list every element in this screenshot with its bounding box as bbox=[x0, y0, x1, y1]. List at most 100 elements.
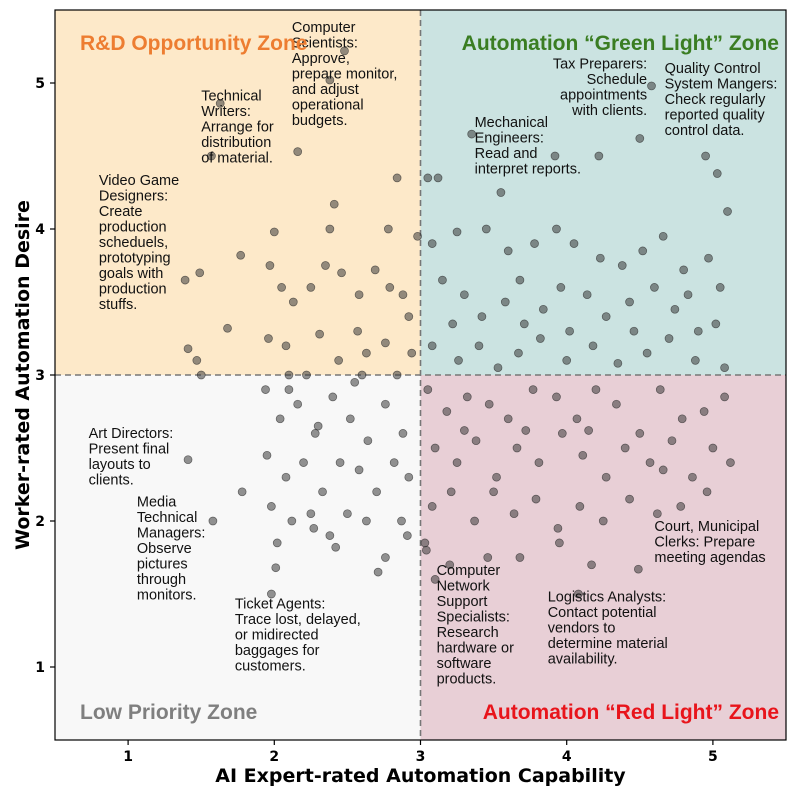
zone-title-bottom-right: Automation “Red Light” Zone bbox=[483, 701, 779, 724]
data-point bbox=[448, 319, 458, 329]
data-point bbox=[423, 385, 433, 394]
data-point bbox=[555, 538, 564, 548]
data-point bbox=[354, 290, 364, 300]
data-point bbox=[467, 129, 477, 139]
data-point bbox=[306, 509, 316, 519]
data-point bbox=[652, 509, 662, 519]
data-point bbox=[196, 370, 206, 380]
data-point bbox=[481, 224, 491, 234]
data-point bbox=[515, 553, 525, 562]
data-point bbox=[215, 99, 225, 108]
data-point bbox=[195, 268, 205, 278]
data-point bbox=[265, 261, 275, 270]
data-point bbox=[704, 253, 713, 263]
x-tick-label: 4 bbox=[562, 749, 572, 765]
annotation-label: Ticket Agents: Trace lost, delayed, or mid… bbox=[235, 597, 361, 675]
data-point bbox=[271, 563, 281, 573]
data-point bbox=[477, 312, 487, 321]
data-point bbox=[183, 455, 193, 465]
x-tick-label: 3 bbox=[416, 749, 426, 765]
data-point bbox=[565, 326, 574, 336]
data-point bbox=[331, 542, 341, 552]
data-point bbox=[496, 188, 506, 197]
data-point bbox=[575, 502, 585, 511]
data-point bbox=[509, 509, 519, 519]
data-point bbox=[484, 399, 494, 409]
data-point bbox=[538, 304, 548, 314]
data-point bbox=[423, 173, 433, 183]
data-point bbox=[574, 589, 583, 599]
data-point bbox=[306, 283, 316, 292]
zone-bottom-left bbox=[55, 375, 421, 740]
data-point bbox=[281, 341, 291, 351]
zone-backgrounds bbox=[55, 10, 786, 740]
data-point bbox=[582, 290, 592, 300]
data-point bbox=[427, 341, 437, 351]
data-point bbox=[287, 516, 297, 526]
data-point bbox=[658, 465, 668, 475]
data-point bbox=[404, 472, 414, 482]
data-point bbox=[430, 575, 440, 584]
data-point bbox=[664, 334, 674, 343]
data-point bbox=[335, 458, 345, 467]
data-point bbox=[392, 370, 402, 380]
annotation-label: Mechanical Engineers: Read and interpret re… bbox=[475, 115, 581, 178]
data-point bbox=[514, 348, 523, 358]
data-point bbox=[452, 458, 462, 467]
data-point bbox=[343, 509, 352, 519]
data-point bbox=[588, 341, 598, 351]
data-point bbox=[318, 487, 327, 497]
data-point bbox=[503, 414, 513, 424]
data-point bbox=[372, 487, 381, 497]
data-point bbox=[587, 560, 596, 570]
data-point bbox=[572, 414, 582, 424]
y-tick-label: 4 bbox=[35, 222, 45, 238]
data-point bbox=[381, 338, 390, 348]
data-point bbox=[712, 169, 722, 178]
data-point bbox=[556, 283, 566, 292]
data-point bbox=[354, 465, 364, 475]
data-point bbox=[397, 516, 406, 526]
data-point bbox=[262, 450, 272, 460]
x-tick-label: 2 bbox=[269, 749, 279, 765]
data-point bbox=[275, 414, 285, 424]
data-point bbox=[421, 545, 431, 555]
data-point bbox=[427, 502, 437, 511]
threshold-lines bbox=[55, 10, 786, 740]
data-point bbox=[658, 231, 668, 241]
annotation-label: Art Directors: Present final layouts to cli… bbox=[89, 426, 174, 489]
data-point bbox=[462, 392, 472, 402]
data-point bbox=[180, 275, 190, 285]
data-point bbox=[381, 399, 390, 409]
data-point bbox=[699, 407, 709, 416]
data-point bbox=[667, 436, 677, 446]
data-point bbox=[309, 523, 319, 533]
data-point bbox=[445, 560, 455, 570]
data-point bbox=[557, 429, 567, 438]
data-point bbox=[407, 348, 417, 358]
data-point bbox=[521, 426, 531, 435]
data-point bbox=[708, 443, 718, 453]
data-point bbox=[562, 356, 572, 365]
data-point bbox=[584, 426, 593, 435]
data-point bbox=[345, 414, 355, 424]
zone-top-left bbox=[55, 10, 421, 375]
annotations: Computer Scientists: Approve, prepare monit… bbox=[89, 20, 778, 688]
data-point bbox=[272, 538, 282, 548]
data-point bbox=[503, 246, 513, 256]
data-point bbox=[325, 75, 335, 85]
data-point bbox=[313, 421, 323, 431]
data-point bbox=[536, 334, 545, 343]
data-point bbox=[427, 239, 437, 248]
data-point bbox=[635, 134, 645, 143]
data-point bbox=[460, 426, 469, 435]
data-point bbox=[647, 81, 656, 91]
data-point bbox=[223, 323, 232, 333]
data-point bbox=[236, 250, 246, 260]
data-point bbox=[362, 516, 371, 526]
data-point bbox=[299, 458, 308, 467]
data-point bbox=[512, 443, 522, 453]
data-point bbox=[679, 265, 689, 275]
data-point bbox=[493, 363, 503, 373]
data-point bbox=[720, 392, 729, 402]
